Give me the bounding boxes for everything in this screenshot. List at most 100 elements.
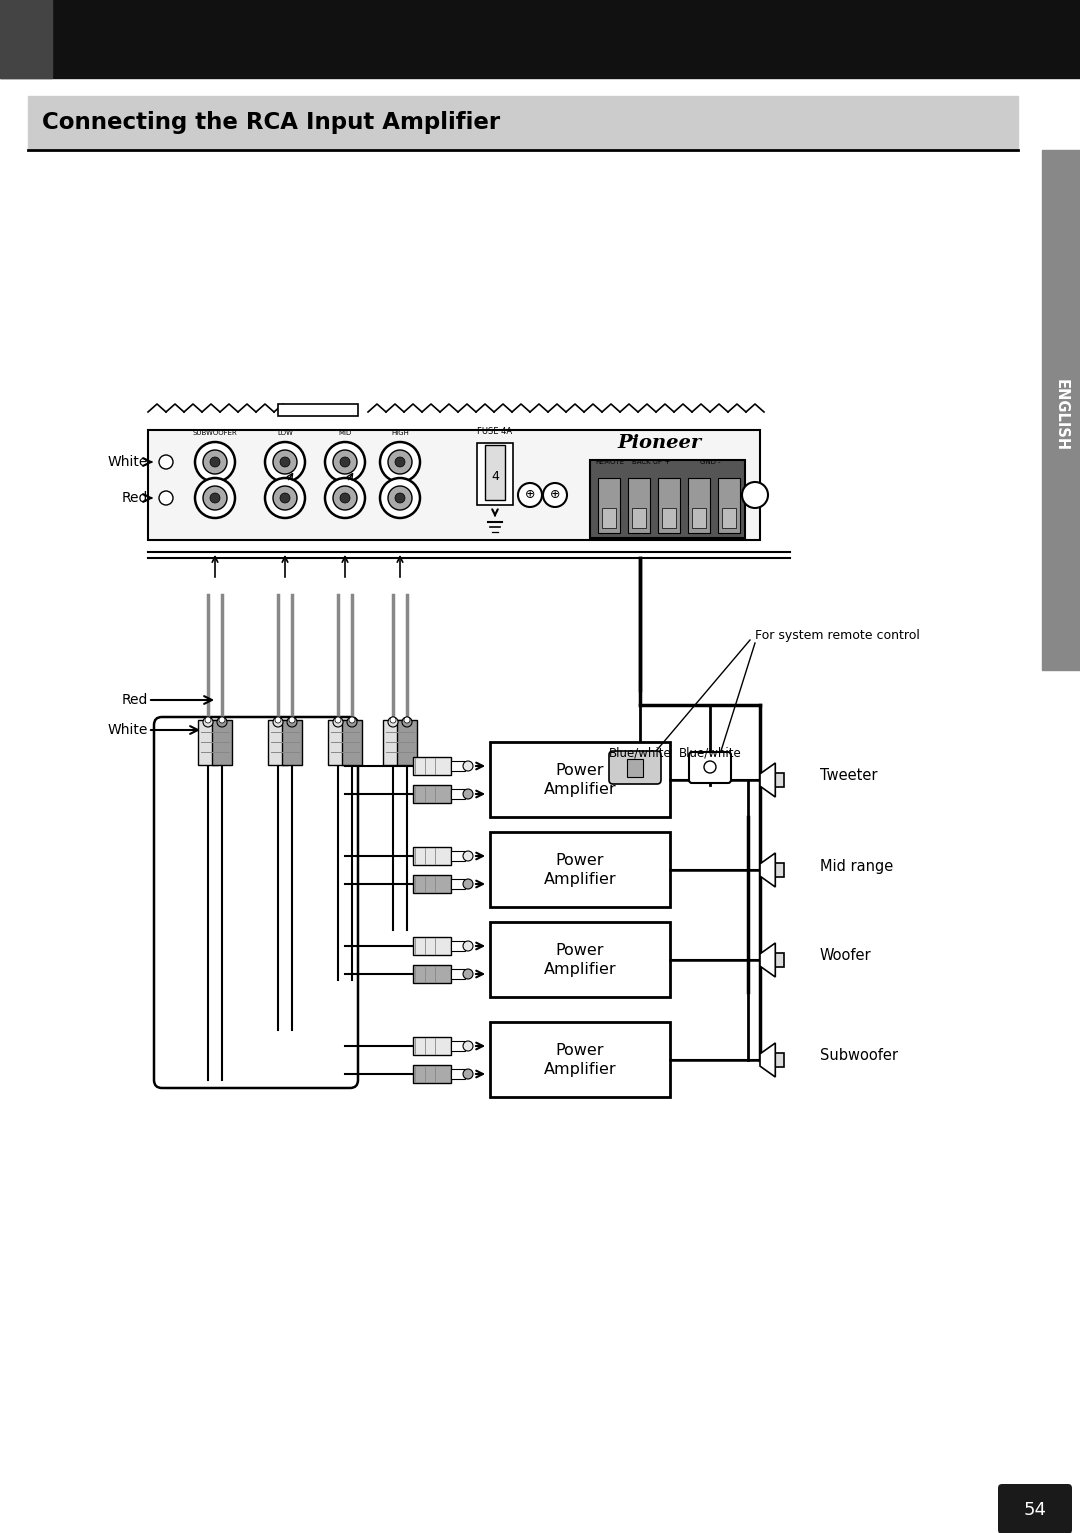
Circle shape [325, 442, 365, 481]
Text: FUSE 4A: FUSE 4A [477, 428, 513, 435]
Text: SUBWOOFER: SUBWOOFER [192, 429, 238, 435]
Text: Blue/white: Blue/white [609, 747, 672, 760]
Bar [268, 721, 288, 765]
Bar [1042, 150, 1080, 670]
Circle shape [742, 481, 768, 507]
Circle shape [265, 478, 305, 518]
Bar [451, 878, 465, 889]
Text: Pioneer: Pioneer [618, 434, 702, 452]
Text: GND -: GND - [700, 458, 720, 464]
Text: ⊕: ⊕ [550, 489, 561, 501]
Text: For system remote control: For system remote control [755, 629, 920, 641]
Text: Mid range: Mid range [820, 858, 893, 874]
Bar [413, 1065, 451, 1082]
Circle shape [275, 717, 281, 724]
Bar [328, 721, 348, 765]
Bar [451, 789, 465, 799]
Bar [688, 478, 710, 533]
Circle shape [195, 478, 235, 518]
Circle shape [463, 789, 473, 799]
Bar [148, 429, 760, 540]
Polygon shape [760, 852, 775, 888]
Circle shape [217, 717, 227, 727]
Bar [28, 97, 1018, 149]
Text: White: White [108, 724, 148, 737]
Bar [342, 721, 362, 765]
Text: 54: 54 [1024, 1501, 1047, 1519]
Text: Connecting the RCA Input Amplifier: Connecting the RCA Input Amplifier [42, 112, 500, 135]
Circle shape [287, 717, 297, 727]
Circle shape [380, 478, 420, 518]
Circle shape [518, 483, 542, 507]
Polygon shape [760, 1042, 775, 1078]
Polygon shape [760, 763, 775, 797]
Text: ⊕: ⊕ [525, 489, 536, 501]
Bar [723, 507, 735, 527]
Circle shape [203, 451, 227, 474]
Bar [775, 952, 784, 967]
Circle shape [390, 717, 396, 724]
Bar [413, 848, 451, 865]
FancyBboxPatch shape [154, 717, 357, 1088]
Bar [627, 478, 650, 533]
Text: Power
Amplifier: Power Amplifier [543, 943, 617, 978]
Bar [775, 1053, 784, 1067]
Bar [718, 478, 740, 533]
Bar [0, 0, 52, 78]
Text: Red: Red [122, 693, 148, 707]
Bar [490, 832, 670, 908]
Bar [775, 863, 784, 877]
Text: Power
Amplifier: Power Amplifier [543, 762, 617, 797]
Circle shape [704, 760, 716, 773]
Text: Blue/white: Blue/white [678, 747, 741, 760]
Circle shape [402, 717, 411, 727]
Text: Subwoofer: Subwoofer [820, 1049, 897, 1064]
Bar [451, 1069, 465, 1079]
Circle shape [347, 717, 357, 727]
Bar [278, 405, 357, 415]
Bar [212, 721, 232, 765]
Bar [692, 507, 706, 527]
Circle shape [210, 494, 220, 503]
Circle shape [273, 717, 283, 727]
Circle shape [388, 717, 399, 727]
Bar [413, 1036, 451, 1055]
Circle shape [463, 1069, 473, 1079]
Circle shape [219, 717, 225, 724]
FancyBboxPatch shape [609, 751, 661, 783]
Circle shape [333, 717, 343, 727]
Bar [602, 507, 616, 527]
Circle shape [543, 483, 567, 507]
Bar [0, 0, 1080, 78]
Circle shape [280, 457, 291, 468]
Circle shape [265, 442, 305, 481]
Bar [485, 445, 505, 500]
Circle shape [325, 478, 365, 518]
Circle shape [380, 442, 420, 481]
Circle shape [404, 717, 410, 724]
Bar [397, 721, 417, 765]
Bar [490, 921, 670, 996]
Bar [451, 969, 465, 980]
Circle shape [203, 717, 213, 727]
Text: REMOTE: REMOTE [595, 458, 624, 464]
Bar [451, 760, 465, 771]
Circle shape [335, 717, 341, 724]
Circle shape [395, 457, 405, 468]
Circle shape [280, 494, 291, 503]
Text: 4: 4 [491, 471, 499, 483]
Circle shape [205, 717, 211, 724]
Text: HIGH: HIGH [391, 429, 409, 435]
Bar [658, 478, 680, 533]
Circle shape [333, 451, 357, 474]
Bar [775, 773, 784, 788]
Text: Woofer: Woofer [820, 949, 872, 964]
Circle shape [333, 486, 357, 510]
Bar [282, 721, 302, 765]
Text: White: White [108, 455, 148, 469]
Circle shape [340, 457, 350, 468]
Bar [451, 851, 465, 862]
Bar [413, 757, 451, 776]
Bar [490, 742, 670, 817]
Circle shape [210, 457, 220, 468]
